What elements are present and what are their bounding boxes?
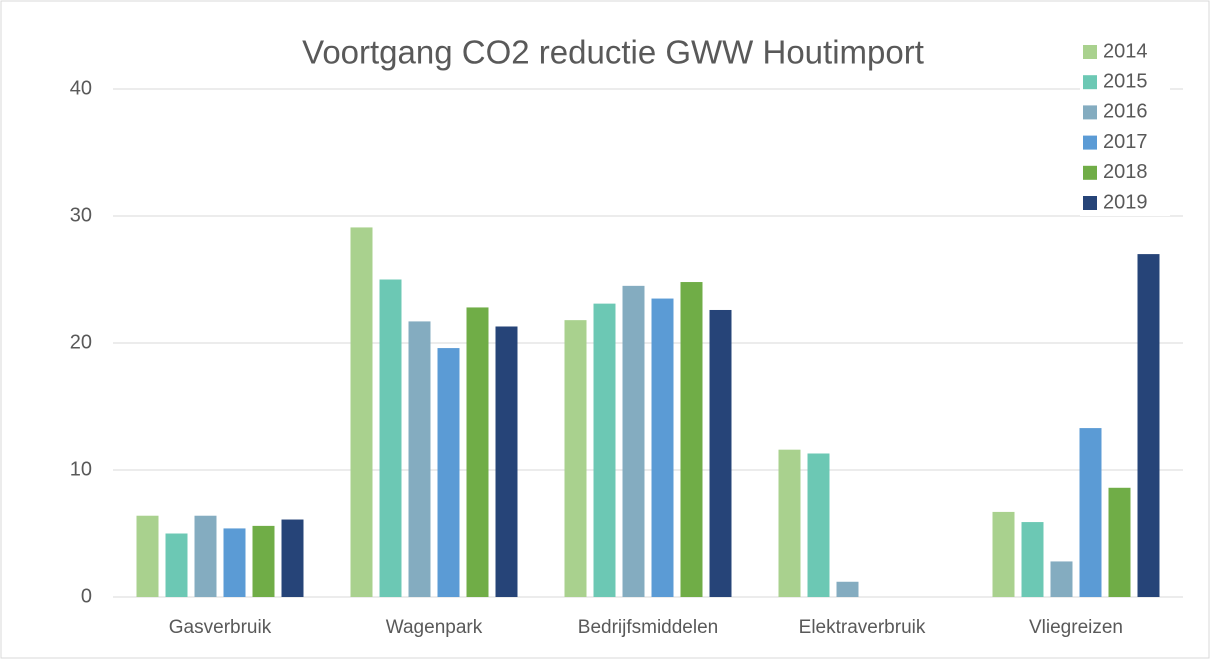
bar xyxy=(223,528,246,597)
legend-label: 2014 xyxy=(1103,40,1148,62)
bar xyxy=(466,307,489,597)
bar xyxy=(680,282,703,597)
bar xyxy=(709,309,732,597)
bar xyxy=(281,519,304,597)
legend-label: 2018 xyxy=(1103,161,1148,183)
legend-swatch xyxy=(1083,75,1097,90)
x-tick-label: Vliegreizen xyxy=(1029,617,1123,638)
bar xyxy=(1021,522,1044,597)
bar xyxy=(1108,487,1131,597)
x-tick-label: Wagenpark xyxy=(386,617,483,638)
bar xyxy=(350,227,373,597)
x-tick-label: Bedrijfsmiddelen xyxy=(578,617,718,638)
bar xyxy=(252,525,275,597)
legend-swatch xyxy=(1083,165,1097,180)
chart-title: Voortgang CO2 reductie GWW Houtimport xyxy=(302,34,924,71)
bar xyxy=(622,285,645,597)
bar xyxy=(194,515,217,597)
bar xyxy=(495,326,518,597)
bar xyxy=(1079,428,1102,597)
y-tick-label: 20 xyxy=(70,331,92,353)
bar xyxy=(992,511,1015,597)
legend-swatch xyxy=(1083,196,1097,210)
bar xyxy=(379,279,402,597)
bar xyxy=(836,581,859,597)
bar xyxy=(564,320,587,597)
legend-swatch xyxy=(1083,105,1097,120)
y-tick-label: 10 xyxy=(70,458,92,480)
title-background xyxy=(280,30,950,80)
bar xyxy=(1137,254,1160,597)
legend-swatch xyxy=(1083,135,1097,150)
legend-label: 2016 xyxy=(1103,101,1148,123)
y-tick-label: 0 xyxy=(81,585,92,607)
bar xyxy=(807,453,830,597)
x-tick-label: Elektraverbruik xyxy=(799,617,926,638)
bar xyxy=(136,515,159,597)
bar xyxy=(1050,561,1073,597)
bar xyxy=(165,533,188,597)
legend-label: 2019 xyxy=(1103,191,1148,213)
bar xyxy=(651,298,674,597)
legend-swatch xyxy=(1083,45,1097,59)
legend-label: 2017 xyxy=(1103,131,1148,153)
y-tick-label: 40 xyxy=(70,77,92,99)
bar xyxy=(593,303,616,597)
legend-label: 2015 xyxy=(1103,70,1148,92)
bar xyxy=(408,321,431,597)
x-tick-label: Gasverbruik xyxy=(169,617,272,638)
bar xyxy=(437,348,460,597)
bar xyxy=(778,449,801,597)
legend-background xyxy=(1080,38,1170,216)
y-tick-label: 30 xyxy=(70,204,92,226)
